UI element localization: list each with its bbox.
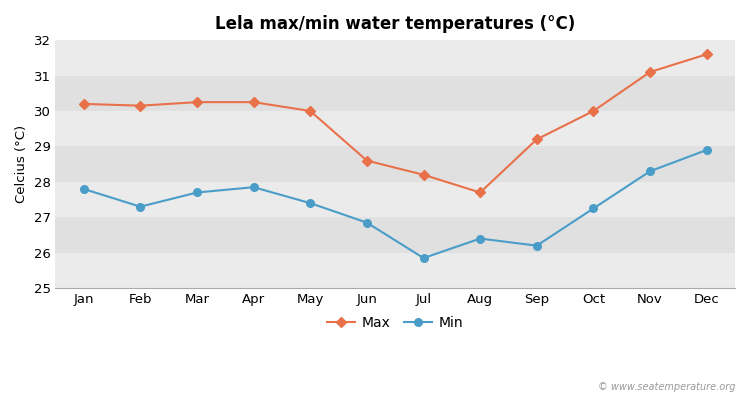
Max (136, 103, 145, 108)
Max (419, 172, 428, 177)
Max (306, 108, 315, 113)
Min (702, 148, 711, 152)
Min (646, 169, 655, 174)
Y-axis label: Celcius (°C): Celcius (°C) (15, 125, 28, 203)
Min (193, 190, 202, 195)
Bar (56, 217, 735, 253)
Bar (56, 111, 735, 146)
Max (589, 108, 598, 113)
Max (249, 100, 258, 104)
Line: Min: Min (80, 146, 710, 262)
Min (419, 256, 428, 260)
Min (589, 206, 598, 211)
Bar (56, 40, 735, 76)
Min (136, 204, 145, 209)
Max (702, 52, 711, 57)
Min (476, 236, 484, 241)
Max (80, 102, 88, 106)
Min (249, 185, 258, 190)
Max (476, 190, 484, 195)
Bar (56, 182, 735, 217)
Min (80, 186, 88, 191)
Max (646, 70, 655, 74)
Title: Lela max/min water temperatures (°C): Lela max/min water temperatures (°C) (215, 15, 575, 33)
Bar (56, 253, 735, 288)
Text: © www.seatemperature.org: © www.seatemperature.org (598, 382, 735, 392)
Max (532, 137, 542, 142)
Min (306, 201, 315, 206)
Min (362, 220, 371, 225)
Max (193, 100, 202, 104)
Bar (56, 146, 735, 182)
Line: Max: Max (80, 51, 710, 196)
Legend: Max, Min: Max, Min (321, 311, 470, 336)
Max (362, 158, 371, 163)
Min (532, 243, 542, 248)
Bar (56, 76, 735, 111)
